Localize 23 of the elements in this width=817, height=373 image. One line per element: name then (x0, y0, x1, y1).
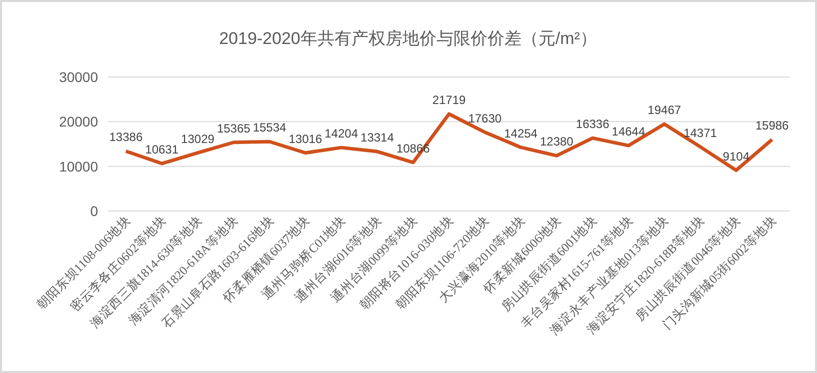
data-label: 13314 (360, 130, 394, 145)
data-label: 9104 (722, 149, 750, 164)
y-tick-label: 20000 (59, 114, 98, 130)
data-label: 21719 (432, 92, 466, 107)
data-label: 17630 (468, 111, 502, 126)
data-label: 15534 (252, 120, 287, 135)
chart-title: 2019-2020年共有产权房地价与限价价差（元/m²） (219, 29, 597, 48)
y-tick-label: 10000 (59, 158, 98, 174)
y-tick-label: 30000 (59, 69, 98, 85)
y-tick-label: 0 (90, 203, 98, 219)
data-label: 19467 (648, 103, 682, 118)
data-label: 16336 (576, 117, 610, 132)
data-label: 13029 (181, 132, 215, 146)
data-label: 13016 (288, 132, 322, 146)
data-label: 12380 (540, 134, 574, 149)
data-label: 10631 (145, 142, 179, 157)
data-label: 14644 (612, 124, 646, 139)
data-label: 15365 (216, 121, 251, 136)
data-label: 14254 (504, 126, 538, 140)
data-label: 14204 (324, 126, 358, 141)
data-label: 13386 (109, 130, 143, 144)
data-label: 15986 (755, 118, 790, 133)
data-label: 14371 (684, 126, 718, 140)
